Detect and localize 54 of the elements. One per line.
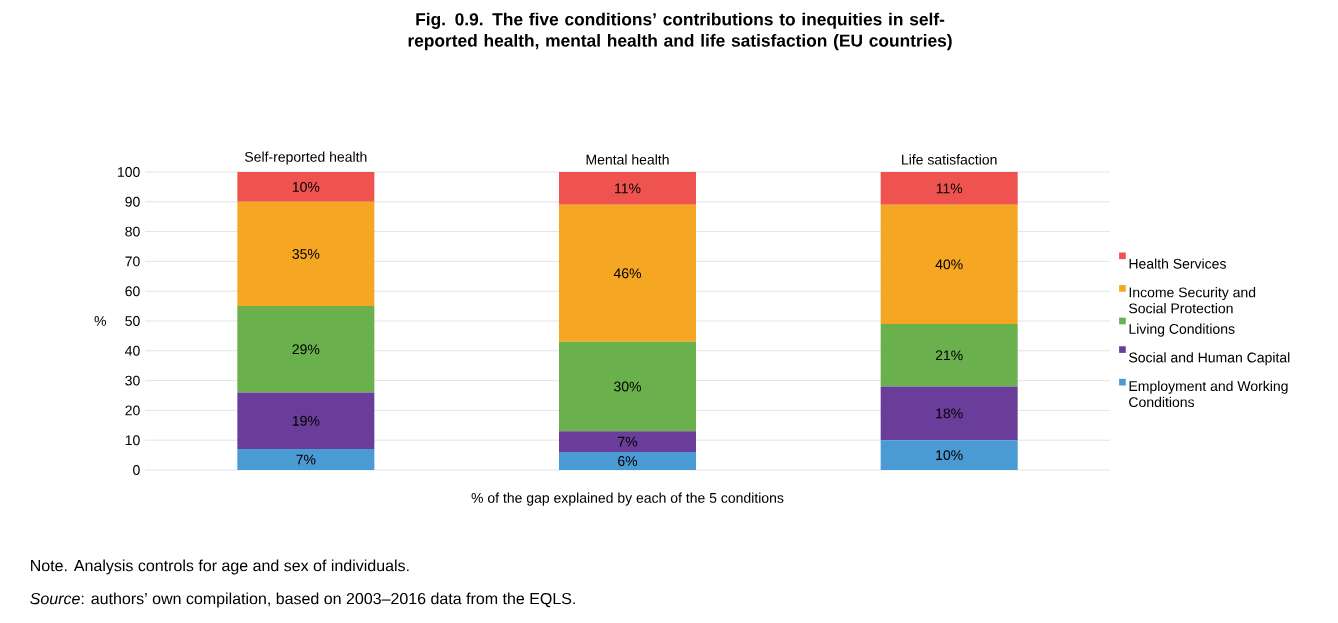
data-label: 21% [935, 350, 963, 361]
bar [880, 440, 1018, 470]
y-tick-label: 20 [125, 405, 140, 416]
bar [237, 392, 375, 450]
data-label: 30% [614, 381, 642, 392]
data-label: 11% [615, 183, 641, 194]
bar [237, 306, 375, 393]
legend-label: Income Security and Social Protection [1129, 287, 1256, 314]
bar [237, 171, 375, 202]
legend-label: Living Conditions [1129, 323, 1235, 337]
data-label: 10% [292, 181, 320, 192]
bar [880, 171, 1018, 205]
bar [559, 341, 697, 432]
bar [880, 323, 1018, 387]
data-label: 7% [296, 454, 316, 465]
y-axis-title: % [94, 316, 107, 326]
bar [237, 449, 375, 470]
text: Note. Analysis controls for age and sex of individuals. [31, 559, 409, 575]
x-axis-title: % of the gap explained by each of the 5 conditions [471, 492, 784, 506]
x-tick-label: Life satisfaction [902, 154, 997, 165]
data-label: 7% [618, 436, 638, 447]
y-tick-label: 10 [125, 435, 140, 446]
chart-title: Fig. 0.9. The five conditions’ contributions to inequities in self-reported health, mental health and life satisfaction (EU countries) [408, 12, 952, 51]
y-tick-label: 90 [125, 196, 140, 207]
data-label: 6% [618, 456, 638, 467]
legend-label: Health Services [1129, 258, 1226, 269]
text: Source: authors’ own compilation, based on 2003–2016 data from the EQLS. [30, 592, 575, 608]
data-label: 29% [292, 344, 320, 355]
bar [880, 204, 1018, 324]
y-tick-label: 0 [133, 465, 140, 475]
bar [559, 171, 697, 205]
bar [559, 204, 697, 342]
y-tick-label: 70 [125, 256, 140, 267]
y-tick-label: 40 [125, 345, 140, 356]
y-tick-label: 30 [125, 375, 140, 386]
x-tick-label: Self-reported health [244, 151, 367, 165]
y-tick-label: 50 [125, 316, 140, 326]
data-label: 10% [936, 450, 963, 461]
y-tick-label: 80 [125, 226, 140, 237]
data-label: 35% [292, 248, 320, 259]
bar [880, 386, 1018, 441]
data-label: 46% [613, 268, 642, 279]
bar [559, 452, 697, 470]
x-tick-label: Mental health [586, 154, 669, 165]
y-tick-label: 60 [125, 286, 140, 297]
data-label: 19% [292, 415, 320, 426]
y-tick-label: 100 [118, 167, 140, 177]
legend-label: Employment and Working Conditions [1129, 380, 1288, 408]
data-label: 18% [936, 408, 963, 419]
data-label: 40% [935, 259, 963, 270]
bar [559, 431, 697, 453]
legend-label: Social and Human Capital [1129, 352, 1290, 366]
bar [237, 201, 375, 307]
data-label: 11% [936, 183, 963, 194]
